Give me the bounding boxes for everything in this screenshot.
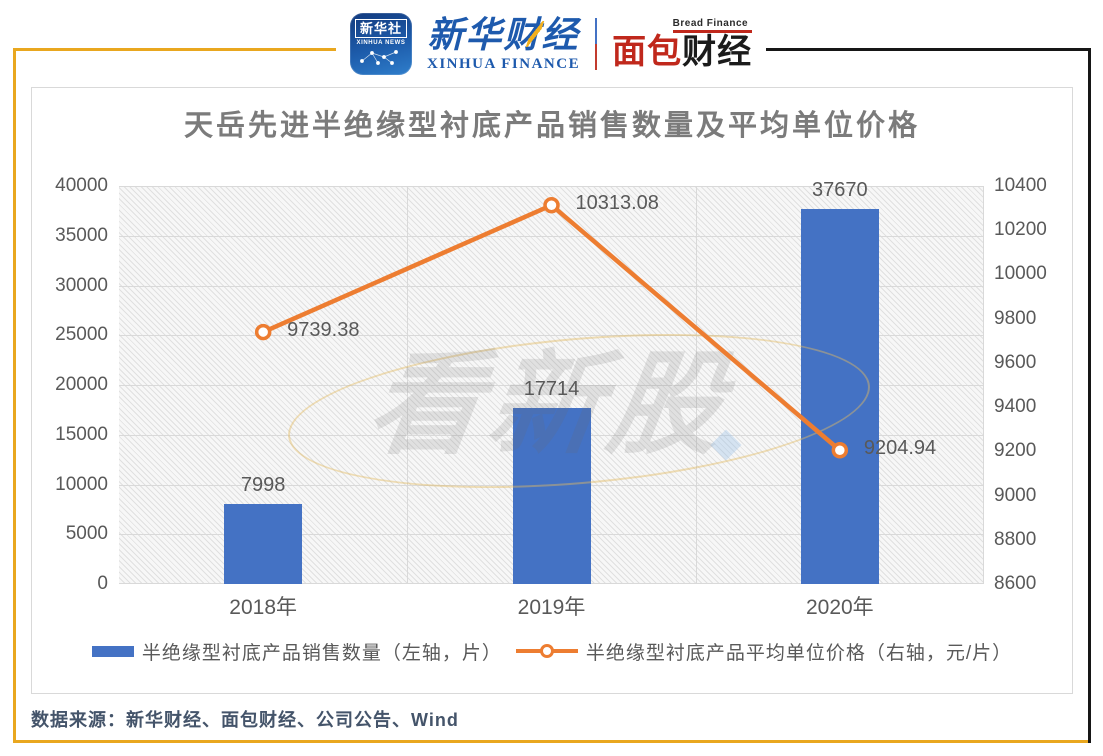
header-divider (595, 18, 598, 70)
line-value-label: 9739.38 (287, 319, 360, 342)
data-source: 数据来源：新华财经、面包财经、公司公告、Wind (31, 710, 459, 730)
y-right-tick: 9000 (994, 484, 1037, 506)
y-right-tick: 9400 (994, 396, 1037, 418)
y-left-tick: 10000 (55, 473, 108, 495)
gridline-horizontal (119, 335, 984, 337)
y-left-tick: 20000 (55, 374, 108, 395)
gridline-horizontal (119, 285, 984, 287)
chart-body: 看新股 7998 17714 37670 9739.38 10313.08 9204.94… (32, 88, 1072, 693)
frame-left-border (13, 48, 16, 742)
xinhua-finance-en: XINHUA FINANCE (427, 55, 581, 72)
legend-line-swatch (515, 644, 578, 658)
gridline-vertical (695, 186, 697, 584)
legend-item-price: 半绝缘型衬底产品平均单位价格（右轴，元/片） (515, 638, 1013, 665)
bar-2019年 (512, 407, 591, 584)
legend-label-sales: 半绝缘型衬底产品销售数量（左轴，片） (141, 642, 502, 664)
gridline-vertical (983, 186, 984, 584)
footer: 数据来源：新华财经、面包财经、公司公告、Wind (31, 706, 459, 732)
y-left-tick: 25000 (55, 324, 108, 346)
y-right-tick: 10200 (994, 219, 1047, 241)
y-left-tick: 5000 (65, 523, 108, 545)
line-marker-icon (543, 196, 560, 214)
constellation-icon (360, 50, 398, 65)
bar-2020年 (800, 209, 879, 584)
y-left-tick: 15000 (55, 423, 108, 445)
legend-item-sales: 半绝缘型衬底产品销售数量（左轴，片） (91, 638, 502, 665)
x-axis: 2018年 2019年 2020年 (119, 596, 984, 626)
frame-right-border (1088, 48, 1091, 743)
bread-finance-cn: 面包财经 (612, 33, 753, 71)
gridline-horizontal (119, 235, 984, 237)
chart-title: 天岳先进半绝缘型衬底产品销售数量及平均单位价格 (183, 110, 920, 142)
y-right-tick: 8600 (994, 573, 1037, 594)
xinhua-news-app-icon: 新华社 XINHUA NEWS (350, 13, 412, 75)
y-left-tick: 35000 (55, 224, 108, 246)
bar-value-label: 37670 (812, 179, 868, 202)
price-line-series (254, 196, 849, 459)
plot-area: 看新股 7998 17714 37670 9739.38 10313.08 9204.94 (119, 179, 984, 584)
x-axis-label: 2018年 (229, 596, 298, 619)
chart-card: 天岳先进半绝缘型衬底产品销售数量及平均单位价格 看新股 7998 17714 376… (31, 87, 1073, 694)
bar-value-label: 17714 (523, 377, 580, 400)
gridline-vertical (407, 186, 409, 584)
y-axis-right: 10400 10200 10000 9800 9600 9400 9200 9000 8800 8… (994, 176, 1070, 594)
legend-label-price: 半绝缘型衬底产品平均单位价格（右轴，元/片） (585, 642, 1013, 664)
gridline-horizontal (119, 385, 984, 386)
xinhua-finance-logo: 新华财经 XINHUA FINANCE (427, 17, 580, 72)
line-marker-icon (254, 323, 272, 341)
legend-marker-icon (539, 644, 554, 658)
y-right-tick: 10000 (994, 263, 1047, 285)
xinhua-news-subtitle: XINHUA NEWS (356, 40, 406, 46)
bar-value-label: 7998 (240, 474, 286, 497)
y-left-tick: 0 (97, 573, 108, 594)
xinhua-finance-cn: 新华财经 (427, 14, 580, 55)
y-right-tick: 9200 (994, 440, 1037, 462)
bread-finance-en: Bread Finance (672, 19, 753, 33)
y-right-tick: 10400 (994, 175, 1047, 196)
line-marker-icon (831, 441, 849, 459)
legend: 半绝缘型衬底产品销售数量（左轴，片） 半绝缘型衬底产品平均单位价格（右轴，元/片… (32, 636, 1072, 666)
gridline-horizontal (119, 186, 984, 187)
frame-bottom-border (13, 740, 1090, 743)
y-left-tick: 40000 (55, 175, 108, 196)
y-right-tick: 9600 (994, 351, 1037, 373)
x-axis-label: 2020年 (805, 596, 874, 619)
line-value-label: 9204.94 (863, 437, 937, 460)
y-right-tick: 8800 (994, 528, 1037, 550)
legend-bar-swatch (91, 645, 134, 657)
xinhua-news-badge: 新华社 (354, 19, 407, 38)
header: 新华社 XINHUA NEWS 新华财经 XINHUA FINANCE Brea… (336, 4, 767, 84)
y-left-tick: 30000 (55, 274, 108, 296)
x-axis-label: 2019年 (517, 596, 586, 619)
y-right-tick: 9800 (994, 307, 1037, 329)
y-axis-left: 40000 35000 30000 25000 20000 15000 10000 5000 0 (32, 176, 108, 594)
line-value-label: 10313.08 (575, 192, 659, 215)
bar-2018年 (224, 504, 303, 584)
bread-finance-logo: Bread Finance 面包财经 (612, 19, 753, 71)
